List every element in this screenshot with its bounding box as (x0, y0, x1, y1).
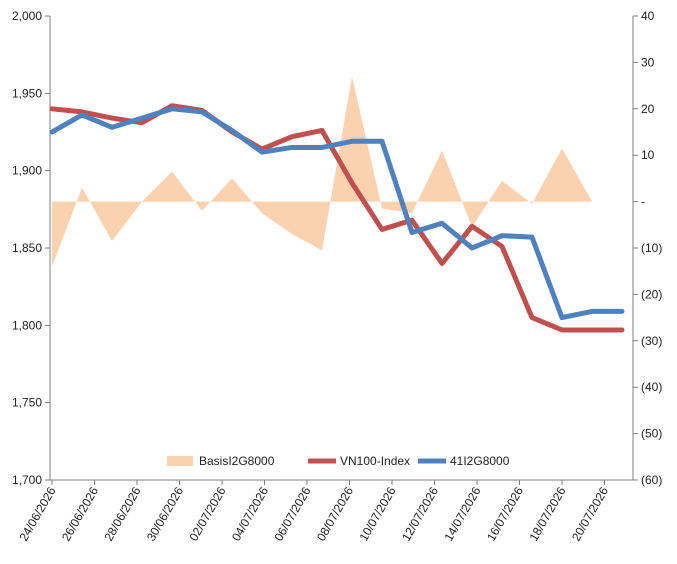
left-tick-label: 1,750 (12, 396, 42, 410)
x-tick-label: 16/07/2026 (484, 484, 526, 543)
x-tick-label: 18/07/2026 (526, 484, 568, 543)
basis-area-layer (52, 76, 622, 267)
legend-label: 41I2G8000 (450, 454, 510, 468)
x-tick-label: 20/07/2026 (569, 484, 611, 543)
basis-area (52, 76, 622, 267)
right-tick-label: (60) (641, 473, 662, 487)
x-tick-label: 24/06/2026 (16, 484, 58, 543)
legend-swatch-area (167, 456, 193, 466)
legend: BasisI2G8000 VN100-Index 41I2G8000 (167, 454, 510, 468)
right-tick-label: (40) (641, 380, 662, 394)
left-tick-label: 1,900 (12, 164, 42, 178)
x-tick-label: 26/06/2026 (59, 484, 101, 543)
x-tick-label: 08/07/2026 (314, 484, 356, 543)
right-tick-label: - (641, 195, 645, 209)
series-line-2 (49, 106, 625, 321)
x-tick-label: 06/07/2026 (271, 484, 313, 543)
right-tick-label: (30) (641, 334, 662, 348)
right-tick-label: (10) (641, 241, 662, 255)
right-tick-label: (50) (641, 427, 662, 441)
x-tick-label: 10/07/2026 (356, 484, 398, 543)
right-tick-label: 20 (641, 102, 655, 116)
x-tick-label: 02/07/2026 (186, 484, 228, 543)
x-tick-label: 12/07/2026 (399, 484, 441, 543)
x-tick-label: 28/06/2026 (101, 484, 143, 543)
right-tick-label: 40 (641, 9, 655, 23)
left-y-axis-ticks: 1,700 1,750 1,800 1,850 1,900 1,950 2,000 (12, 9, 50, 487)
series-line-1 (49, 103, 625, 333)
x-tick-label: 14/07/2026 (441, 484, 483, 543)
right-tick-label: (20) (641, 287, 662, 301)
legend-label: BasisI2G8000 (199, 454, 275, 468)
line-series-layer (49, 103, 625, 333)
x-tick-label: 30/06/2026 (144, 484, 186, 543)
right-tick-label: 10 (641, 148, 655, 162)
right-y-axis-ticks: (60) (50) (40) (30) (20) (10) - 10 20 30 40 (633, 9, 662, 487)
left-tick-label: 2,000 (12, 9, 42, 23)
x-tick-label: 04/07/2026 (229, 484, 271, 543)
x-axis-ticks: 24/06/2026 26/06/2026 28/06/2026 30/06/2026… (16, 480, 611, 544)
axes (49, 16, 634, 481)
left-tick-label: 1,950 (12, 86, 42, 100)
left-tick-label: 1,700 (12, 473, 42, 487)
left-tick-label: 1,800 (12, 318, 42, 332)
legend-label: VN100-Index (340, 454, 410, 468)
left-tick-label: 1,850 (12, 241, 42, 255)
right-tick-label: 30 (641, 55, 655, 69)
